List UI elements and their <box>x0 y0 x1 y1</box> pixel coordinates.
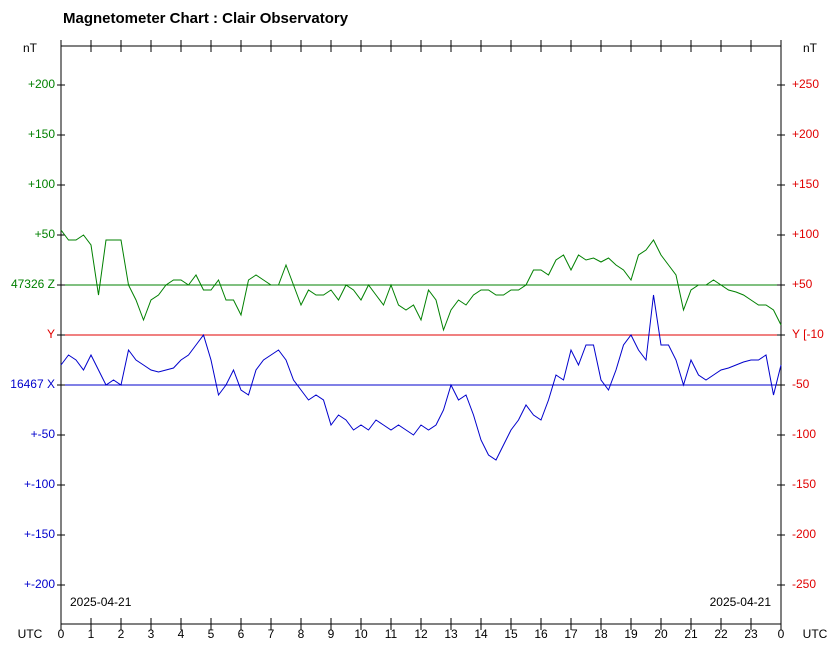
x-tick-label: 2 <box>118 627 125 641</box>
x-tick-label: 23 <box>744 627 758 641</box>
x-tick-label: 12 <box>414 627 428 641</box>
y-tick-label: +150 <box>28 127 55 141</box>
y-tick-label: +-150 <box>24 527 55 541</box>
y-tick-label: +200 <box>28 77 55 91</box>
x-tick-label: 20 <box>654 627 668 641</box>
x-tick-label: 9 <box>328 627 335 641</box>
y-axis-unit: nT <box>23 41 38 55</box>
x-tick-label: 14 <box>474 627 488 641</box>
x-tick-label: 4 <box>178 627 185 641</box>
y2-tick-label: +200 <box>792 127 819 141</box>
x-tick-label: 7 <box>268 627 275 641</box>
x-tick-label: 10 <box>354 627 368 641</box>
y-tick-label: 16467 X <box>10 377 55 391</box>
y-tick-label: Y <box>47 327 55 341</box>
x-tick-label: 0 <box>58 627 65 641</box>
y2-axis-unit: nT <box>803 41 818 55</box>
x-tick-label: 6 <box>238 627 245 641</box>
x-tick-label: 0 <box>778 627 785 641</box>
y-tick-label: +-200 <box>24 577 55 591</box>
x-tick-label: 16 <box>534 627 548 641</box>
x-tick-label: 15 <box>504 627 518 641</box>
x-tick-label: 22 <box>714 627 728 641</box>
y2-tick-label: +100 <box>792 227 819 241</box>
x-tick-label: 11 <box>385 627 398 641</box>
x-tick-label: 18 <box>594 627 608 641</box>
data-line <box>60 294 782 461</box>
y-tick-label: +50 <box>35 227 56 241</box>
x-tick-label: 3 <box>148 627 155 641</box>
x-tick-label: 8 <box>298 627 305 641</box>
chart-title: Magnetometer Chart : Clair Observatory <box>63 10 349 27</box>
x-tick-label: 5 <box>208 627 215 641</box>
y2-tick-label: -250 <box>792 577 816 591</box>
x-axis-label: UTC <box>803 627 828 641</box>
x-tick-label: 1 <box>88 627 95 641</box>
x-tick-label: 21 <box>684 627 698 641</box>
y-tick-label: +-50 <box>31 427 56 441</box>
y-tick-label: 47326 Z <box>11 277 55 291</box>
date-label: 2025-04-21 <box>70 595 132 609</box>
x-axis-label: UTC <box>18 627 43 641</box>
y2-tick-label: -200 <box>792 527 816 541</box>
x-tick-label: 19 <box>624 627 638 641</box>
y2-tick-label: -150 <box>792 477 816 491</box>
x-tick-label: 13 <box>444 627 458 641</box>
y2-tick-label: -50 <box>792 377 810 391</box>
x-tick-label: 17 <box>564 627 578 641</box>
y-tick-label: +100 <box>28 177 55 191</box>
y2-tick-label: +50 <box>792 277 813 291</box>
y2-tick-label: -100 <box>792 427 816 441</box>
y2-tick-label: Y [-10 <box>792 327 824 341</box>
date-label: 2025-04-21 <box>710 595 772 609</box>
y2-tick-label: +150 <box>792 177 819 191</box>
y2-tick-label: +250 <box>792 77 819 91</box>
data-line <box>60 229 782 332</box>
y-tick-label: +-100 <box>24 477 55 491</box>
